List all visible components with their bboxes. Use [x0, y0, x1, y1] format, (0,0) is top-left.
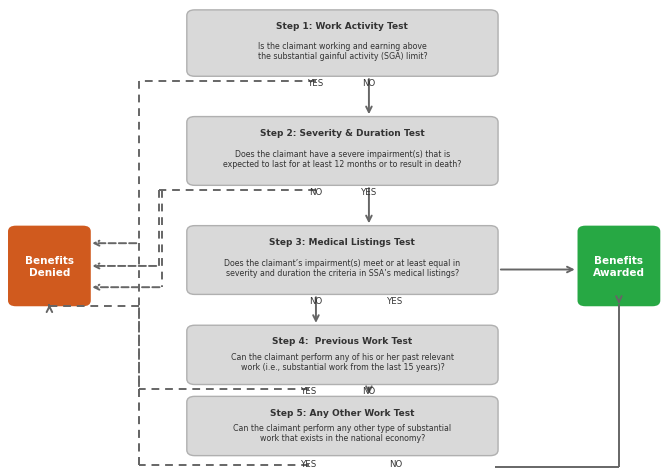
- Text: Can the claimant perform any of his or her past relevant
work (i.e., substantial: Can the claimant perform any of his or h…: [231, 352, 454, 371]
- Text: NO: NO: [309, 188, 323, 197]
- FancyBboxPatch shape: [187, 117, 498, 186]
- Text: Step 3: Medical Listings Test: Step 3: Medical Listings Test: [269, 238, 416, 246]
- Text: NO: NO: [362, 79, 376, 88]
- Text: YES: YES: [308, 79, 324, 88]
- Text: Step 1: Work Activity Test: Step 1: Work Activity Test: [277, 22, 408, 31]
- FancyBboxPatch shape: [8, 226, 91, 307]
- Text: NO: NO: [389, 459, 402, 468]
- Text: Benefits
Awarded: Benefits Awarded: [593, 256, 645, 277]
- Text: Benefits
Denied: Benefits Denied: [25, 256, 74, 277]
- Text: YES: YES: [361, 188, 377, 197]
- Text: Step 4:  Previous Work Test: Step 4: Previous Work Test: [272, 337, 412, 346]
- Text: Does the claimant’s impairment(s) meet or at least equal in
severity and duratio: Does the claimant’s impairment(s) meet o…: [224, 258, 460, 278]
- FancyBboxPatch shape: [187, 397, 498, 456]
- Text: Can the claimant perform any other type of substantial
work that exists in the n: Can the claimant perform any other type …: [233, 423, 452, 442]
- Text: YES: YES: [301, 459, 317, 468]
- Text: Does the claimant have a severe impairment(s) that is
expected to last for at le: Does the claimant have a severe impairme…: [223, 149, 462, 169]
- Text: Step 2: Severity & Duration Test: Step 2: Severity & Duration Test: [260, 129, 425, 138]
- FancyBboxPatch shape: [187, 226, 498, 295]
- Text: YES: YES: [387, 297, 404, 306]
- Text: NO: NO: [362, 387, 376, 396]
- FancyBboxPatch shape: [187, 326, 498, 385]
- Text: Step 5: Any Other Work Test: Step 5: Any Other Work Test: [270, 407, 415, 416]
- FancyBboxPatch shape: [187, 11, 498, 77]
- Text: YES: YES: [301, 387, 317, 396]
- FancyBboxPatch shape: [577, 226, 660, 307]
- Text: Is the claimant working and earning above
the substantial gainful activity (SGA): Is the claimant working and earning abov…: [257, 42, 427, 61]
- Text: NO: NO: [309, 297, 323, 306]
